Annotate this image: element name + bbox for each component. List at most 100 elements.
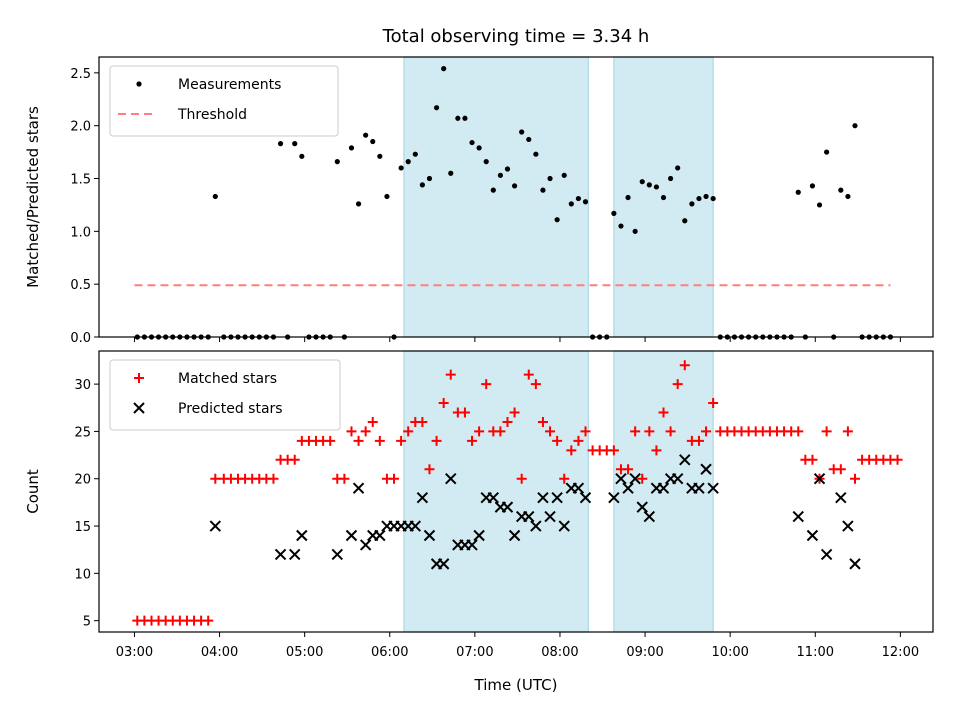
predicted-star-point [209,520,222,532]
matched-star-point [289,454,300,465]
matched-star-point [842,426,853,437]
measurement-point [540,187,546,193]
y-tick-label: 15 [74,520,91,535]
matched-star-point [608,445,619,456]
measurement-point [547,175,553,182]
measurement-point [533,151,539,157]
x-tick-label: 09:00 [626,645,663,660]
legend-marker-measurements [136,81,142,87]
predicted-star-point [423,529,436,542]
matched-star-point [367,416,378,427]
x-tick-label: 12:00 [882,645,919,660]
predicted-star-point [707,482,719,494]
measurement-point [618,223,624,229]
matched-star-point [693,435,704,446]
measurement-point [703,193,709,200]
matched-star-point [623,464,634,475]
measurement-point [561,172,567,178]
measurement-point [433,105,440,111]
matched-star-point [835,464,846,475]
y-tick-label: 0.5 [70,278,91,293]
measurement-point [845,193,851,200]
predicted-star-point [792,510,804,523]
predicted-star-point [537,491,549,504]
matched-star-point [658,407,669,418]
matched-star-point [210,473,221,484]
y-tick-label: 2.0 [70,120,91,135]
predicted-star-point [629,473,641,485]
measurement-point [370,138,376,145]
measurement-point [384,193,390,200]
predicted-star-point [615,473,627,485]
legend: Matched stars Predicted stars [109,359,341,431]
measurement-point [448,170,454,176]
predicted-star-point [501,501,514,513]
matched-star-point [474,426,485,437]
measurement-point [355,201,362,207]
matched-star-point [523,369,534,380]
y-tick-label: 20 [74,473,91,488]
measurement-point [363,132,369,138]
measurement-point [646,182,652,188]
matched-star-point [821,426,832,437]
observing-window-shade [403,350,589,633]
y-tick-label: 1.0 [70,225,91,240]
measurement-point [398,165,404,171]
chart-title: Total observing time = 3.34 h [382,26,650,47]
matched-star-point [445,369,456,380]
predicted-star-point [530,520,542,532]
matched-star-point [637,473,648,484]
observing-window-shade [613,350,714,633]
matched-star-point [580,426,591,437]
predicted-star-point [636,501,648,513]
y-axis-label: Count [24,469,42,514]
measurement-point [483,159,489,165]
measurement-point [582,199,589,205]
predicted-star-point [508,529,521,542]
measurement-point [554,217,560,223]
measurement-point [689,201,695,207]
measurement-point [519,129,525,135]
matched-star-point [552,435,563,446]
measurement-point [292,141,298,147]
matched-star-point [353,435,364,446]
predicted-star-point [693,482,705,494]
matched-star-point [438,398,449,409]
plot-frame [98,56,934,338]
observing-window-shade [403,56,589,338]
predicted-star-point [416,491,429,504]
matched-star-point [559,473,570,484]
x-tick-label: 08:00 [541,645,578,660]
matched-star-point [417,416,428,427]
predicted-star-point [813,473,826,485]
measurement-point [675,165,681,171]
matched-star-point [374,435,385,446]
matched-star-point [459,407,470,418]
legend-box [109,359,341,431]
predicted-star-point [409,520,422,532]
y-tick-label: 5 [83,615,91,630]
predicted-star-point [679,454,691,466]
matched-star-point [467,435,478,446]
measurement-point [696,195,702,202]
matched-star-point [892,454,903,465]
matched-star-point [665,426,676,437]
matched-star-point [325,435,336,446]
y-tick-label: 10 [74,567,91,582]
measurement-point [462,115,468,121]
y-tick-label: 1.5 [70,173,91,188]
measurement-point [377,153,383,159]
matched-star-point [339,473,350,484]
measurement-point [469,139,475,146]
matched-star-point [573,435,584,446]
predicted-star-point [671,473,684,485]
measurement-point [660,194,667,201]
measurement-point [348,145,355,151]
x-tick-label: 03:00 [116,645,153,660]
x-tick-label: 07:00 [456,645,493,660]
predicted-star-point [445,473,457,485]
measurement-point [412,151,418,157]
predicted-star-point [331,548,343,561]
measurement-point [526,136,532,143]
predicted-star-point [579,491,592,504]
